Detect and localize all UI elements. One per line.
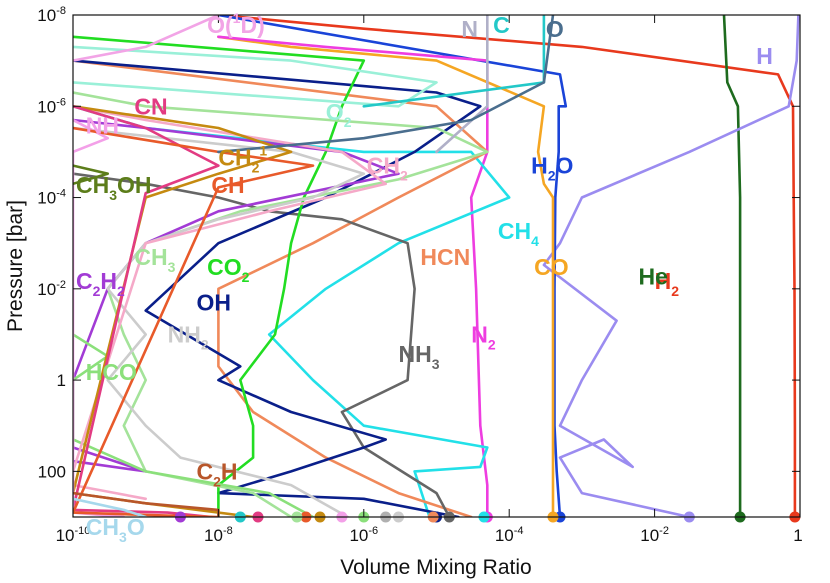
series-label: CH3 bbox=[134, 244, 175, 275]
series-label: C2H bbox=[197, 458, 238, 489]
series-line-nh3 bbox=[73, 172, 451, 517]
series-label: O(1D) bbox=[207, 10, 265, 38]
x-axis-title: Volume Mixing Ratio bbox=[340, 556, 531, 579]
series-label: He bbox=[639, 263, 668, 289]
series-label: CO2 bbox=[207, 254, 250, 285]
series-label: H bbox=[756, 43, 773, 69]
series-label: N2 bbox=[471, 322, 496, 353]
axis-ticks: 10-10 10-8 10-6 10-4 10-2 1 10-8 10-6 10-4 10-2 1 1… bbox=[37, 5, 802, 545]
series-line-ch3o bbox=[73, 497, 147, 517]
series-line-oh bbox=[73, 59, 482, 517]
series-label: H2O bbox=[531, 153, 573, 184]
series-line-hcn bbox=[73, 59, 489, 517]
series-label: O2 bbox=[326, 99, 352, 130]
y-tick-label: 10-8 bbox=[37, 5, 66, 25]
series-line-n2 bbox=[217, 35, 489, 517]
x-tick-label: 1 bbox=[793, 526, 802, 545]
series-label: CH3OH bbox=[76, 172, 152, 203]
series-label: HCN bbox=[420, 244, 470, 270]
series-layer bbox=[73, 15, 800, 517]
y-axis-title: Pressure [bar] bbox=[4, 200, 27, 332]
series-label: C2H2 bbox=[76, 268, 125, 299]
x-tick-label: 10-6 bbox=[349, 525, 378, 545]
series-label: CH2 bbox=[367, 153, 408, 184]
series-label: NH3 bbox=[399, 341, 440, 372]
y-tick-label: 10-2 bbox=[37, 279, 66, 299]
x-tick-label: 10-10 bbox=[56, 525, 91, 545]
series-line-h bbox=[542, 15, 800, 517]
series-label: C bbox=[493, 12, 510, 38]
series-label: CH3O bbox=[86, 514, 145, 545]
series-label: N bbox=[461, 16, 478, 42]
series-label: CO bbox=[534, 254, 569, 280]
x-tick-label: 10-2 bbox=[640, 525, 669, 545]
series-label: CN bbox=[134, 93, 167, 119]
y-tick-label: 10-4 bbox=[37, 188, 66, 208]
series-line-o-1d- bbox=[73, 15, 220, 62]
series-line-nh2 bbox=[73, 126, 366, 517]
series-label: HCO bbox=[86, 359, 137, 385]
series-label: NH2 bbox=[168, 322, 209, 353]
y-tick-label: 100 bbox=[38, 462, 66, 481]
series-label: CH21 bbox=[218, 143, 267, 176]
series-line-ch4 bbox=[73, 105, 511, 517]
series-label: H2 bbox=[655, 268, 680, 299]
series-line-he bbox=[722, 15, 742, 517]
series-line-ch3oh bbox=[73, 164, 109, 186]
series-line-o2 bbox=[73, 45, 438, 108]
series-line-n bbox=[435, 15, 489, 154]
y-tick-label: 10-6 bbox=[37, 96, 66, 116]
x-tick-label: 10-8 bbox=[204, 525, 233, 545]
plot-frame bbox=[72, 14, 801, 518]
series-label: NH bbox=[86, 113, 119, 139]
y-tick-label: 1 bbox=[57, 371, 66, 390]
series-label: CH bbox=[211, 172, 244, 198]
series-line-cn bbox=[73, 105, 220, 517]
series-label: CH4 bbox=[498, 218, 539, 249]
series-line-ch2 bbox=[73, 105, 387, 501]
series-line-co2 bbox=[73, 35, 366, 517]
series-line-c bbox=[362, 15, 546, 108]
series-line-h2o bbox=[217, 15, 568, 517]
series-labels: H2HeHH2OCON2CH4HCNNH3OHCO2CH3C2H2NH2HCOC… bbox=[76, 10, 773, 545]
series-label: O bbox=[546, 16, 564, 42]
series-label: OH bbox=[197, 290, 232, 316]
series-line-o bbox=[217, 15, 555, 154]
series-line-co bbox=[217, 35, 555, 517]
x-tick-label: 10-4 bbox=[495, 525, 524, 545]
